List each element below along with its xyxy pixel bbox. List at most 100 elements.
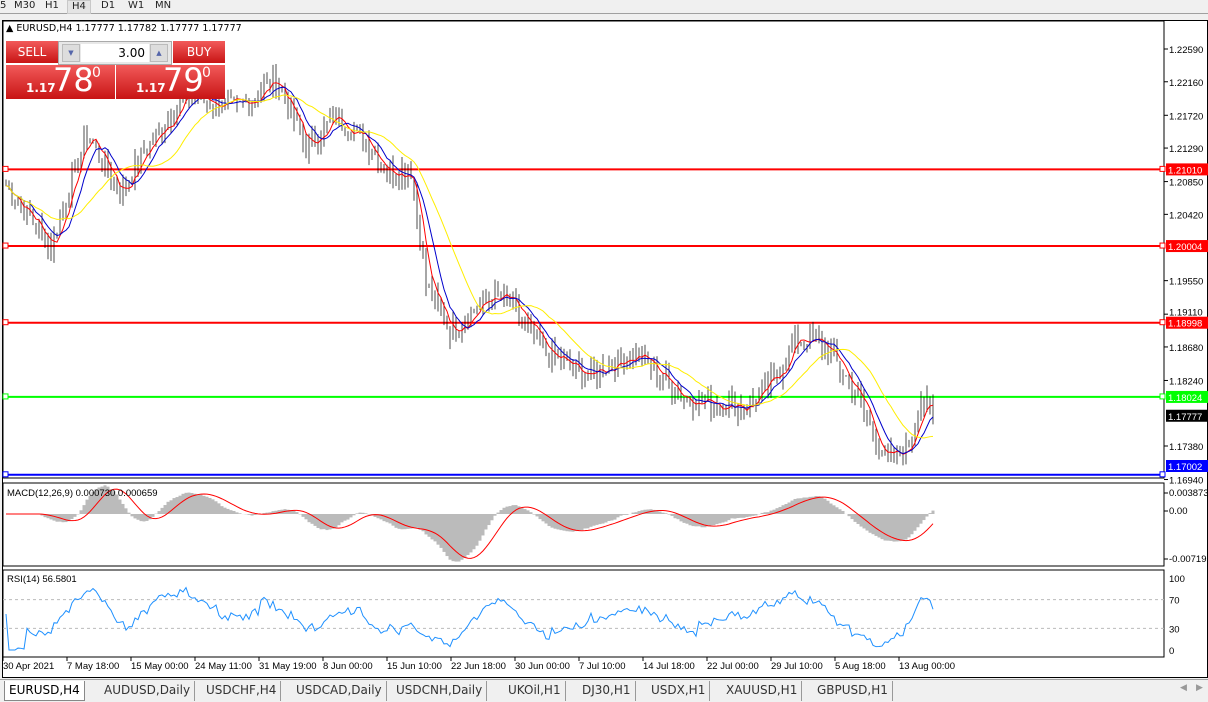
tab-usdchf-h4[interactable]: USDCHF,H4 (202, 681, 282, 701)
time-axis-label: 7 May 18:00 (67, 661, 119, 672)
line-handle (1159, 319, 1166, 326)
price-axis-label: 1.20850 (1169, 178, 1203, 189)
tab-usdx-h1[interactable]: USDX,H1 (647, 681, 711, 701)
price-axis-label: 1.18240 (1169, 376, 1203, 387)
volume-input[interactable]: 3.00 (81, 44, 149, 62)
timeframe-w1[interactable]: W1 (128, 0, 145, 11)
current-price-label: 1.17777 (1168, 412, 1202, 423)
price-label-box (1166, 316, 1208, 329)
moving-average-line (5, 94, 934, 439)
time-axis-label: 15 May 00:00 (131, 661, 189, 672)
current-price-box (1166, 409, 1208, 422)
tab-audusd-daily[interactable]: AUDUSD,Daily (100, 681, 196, 701)
timeframe-5[interactable]: 5 (0, 0, 7, 11)
tab-usdcnh-daily[interactable]: USDCNH,Daily (392, 681, 488, 701)
price-label-box (1166, 460, 1208, 472)
time-axis-label: 5 Aug 18:00 (835, 661, 886, 672)
rsi-line (5, 586, 934, 651)
timeframe-mn[interactable]: MN (155, 0, 172, 11)
price-label-box (1166, 240, 1208, 253)
time-axis-label: 7 Jul 10:00 (579, 661, 625, 672)
time-axis-label: 30 Jun 00:00 (515, 661, 570, 672)
collapse-triangle-icon[interactable]: ▲ (6, 23, 14, 34)
rsi-axis-label: 0 (1169, 646, 1174, 657)
line-price-label: 1.17002 (1168, 462, 1202, 473)
scroll-left-icon[interactable]: ◀ (1180, 683, 1187, 693)
chart-tabs: EURUSD,H4 AUDUSD,Daily USDCHF,H4 USDCAD,… (0, 679, 1208, 702)
sell-button[interactable]: SELL (6, 41, 58, 63)
price-axis-label: 1.22590 (1169, 45, 1203, 56)
time-axis-label: 29 Jul 10:00 (771, 661, 823, 672)
line-handle (1159, 165, 1166, 172)
rsi-axis-label: 30 (1169, 624, 1180, 635)
rsi-label: RSI(14) 56.5801 (7, 574, 77, 585)
time-axis-label: 31 May 19:00 (259, 661, 317, 672)
chart-title: ▲ EURUSD,H4 1.17777 1.17782 1.17777 1.17… (6, 23, 242, 34)
line-price-label: 1.18998 (1168, 319, 1202, 330)
volume-up-icon[interactable]: ▲ (150, 44, 168, 62)
sell-price-pips: 78 (53, 61, 94, 99)
volume-down-icon[interactable]: ▼ (62, 44, 80, 62)
sell-price-button[interactable]: 1.17 78 0 (6, 61, 115, 99)
time-axis-label: 8 Jun 00:00 (323, 661, 373, 672)
line-handle (2, 393, 9, 400)
moving-average-line (5, 82, 934, 455)
scroll-right-icon[interactable]: ▶ (1196, 683, 1203, 693)
timeframe-d1[interactable]: D1 (101, 0, 116, 11)
price-label-box (1166, 163, 1208, 176)
line-price-label: 1.18024 (1168, 393, 1202, 404)
sell-price-prefix: 1.17 (26, 81, 56, 95)
symbol-label: EURUSD,H4 (16, 23, 73, 34)
timeframe-h4[interactable]: H4 (67, 0, 91, 14)
buy-price-fraction: 0 (202, 65, 211, 81)
line-handle (1159, 393, 1166, 400)
chart-window[interactable] (2, 20, 1208, 678)
price-axis-label: 1.22160 (1169, 78, 1203, 89)
price-axis-label: 1.21290 (1169, 144, 1203, 155)
sell-price-fraction: 0 (92, 65, 101, 81)
rsi-pane (2, 569, 1165, 658)
buy-price-prefix: 1.17 (136, 81, 166, 95)
macd-axis-label: 0.003873 (1169, 488, 1208, 499)
tab-usdcad-daily[interactable]: USDCAD,Daily (292, 681, 387, 701)
price-axis-label: 1.16940 (1169, 476, 1203, 487)
time-axis-label: 13 Aug 00:00 (899, 661, 955, 672)
tab-eurusd-h4[interactable]: EURUSD,H4 (4, 681, 85, 701)
macd-pane (2, 482, 1165, 567)
line-handle (2, 471, 9, 478)
one-click-trading-panel: SELL ▼ 3.00 ▲ BUY 1.17 78 0 1.17 79 0 (6, 41, 225, 99)
time-axis-label: 22 Jun 18:00 (451, 661, 506, 672)
line-handle (1159, 242, 1166, 249)
buy-price-button[interactable]: 1.17 79 0 (116, 61, 225, 99)
price-axis-label: 1.19550 (1169, 277, 1203, 288)
macd-axis-label: -0.007195 (1169, 554, 1208, 565)
buy-button[interactable]: BUY (173, 41, 225, 63)
time-axis-label: 30 Apr 2021 (3, 661, 54, 672)
tab-xauusd-h1[interactable]: XAUUSD,H1 (722, 681, 803, 701)
timeframe-toolbar: 5 M30 H1 H4 D1 W1 MN (0, 0, 1208, 14)
line-handle (2, 165, 9, 172)
ohlc-values: 1.17777 1.17782 1.17777 1.17777 (75, 23, 242, 34)
timeframe-m30[interactable]: M30 (14, 0, 36, 11)
line-price-label: 1.21010 (1168, 165, 1202, 176)
price-axis-label: 1.18680 (1169, 343, 1203, 354)
macd-axis-label: 0.00 (1169, 506, 1188, 517)
rsi-axis-label: 70 (1169, 596, 1180, 607)
time-axis-label: 24 May 11:00 (195, 661, 252, 672)
tab-gbpusd-h1[interactable]: GBPUSD,H1 (813, 681, 893, 701)
time-axis-label: 15 Jun 10:00 (387, 661, 442, 672)
moving-average-line (5, 86, 934, 455)
price-axis-label: 1.21720 (1169, 111, 1203, 122)
line-handle (2, 242, 9, 249)
tab-ukoil-h1[interactable]: UKOil,H1 (504, 681, 566, 701)
line-handle (2, 319, 9, 326)
line-handle (1159, 471, 1166, 478)
price-axis-label: 1.17380 (1169, 442, 1203, 453)
line-price-label: 1.20004 (1168, 242, 1202, 253)
price-axis-label: 1.19110 (1169, 308, 1203, 319)
timeframe-h1[interactable]: H1 (45, 0, 59, 11)
tab-dj30-h1[interactable]: DJ30,H1 (578, 681, 636, 701)
time-axis-label: 14 Jul 18:00 (643, 661, 695, 672)
price-label-box (1166, 390, 1208, 403)
